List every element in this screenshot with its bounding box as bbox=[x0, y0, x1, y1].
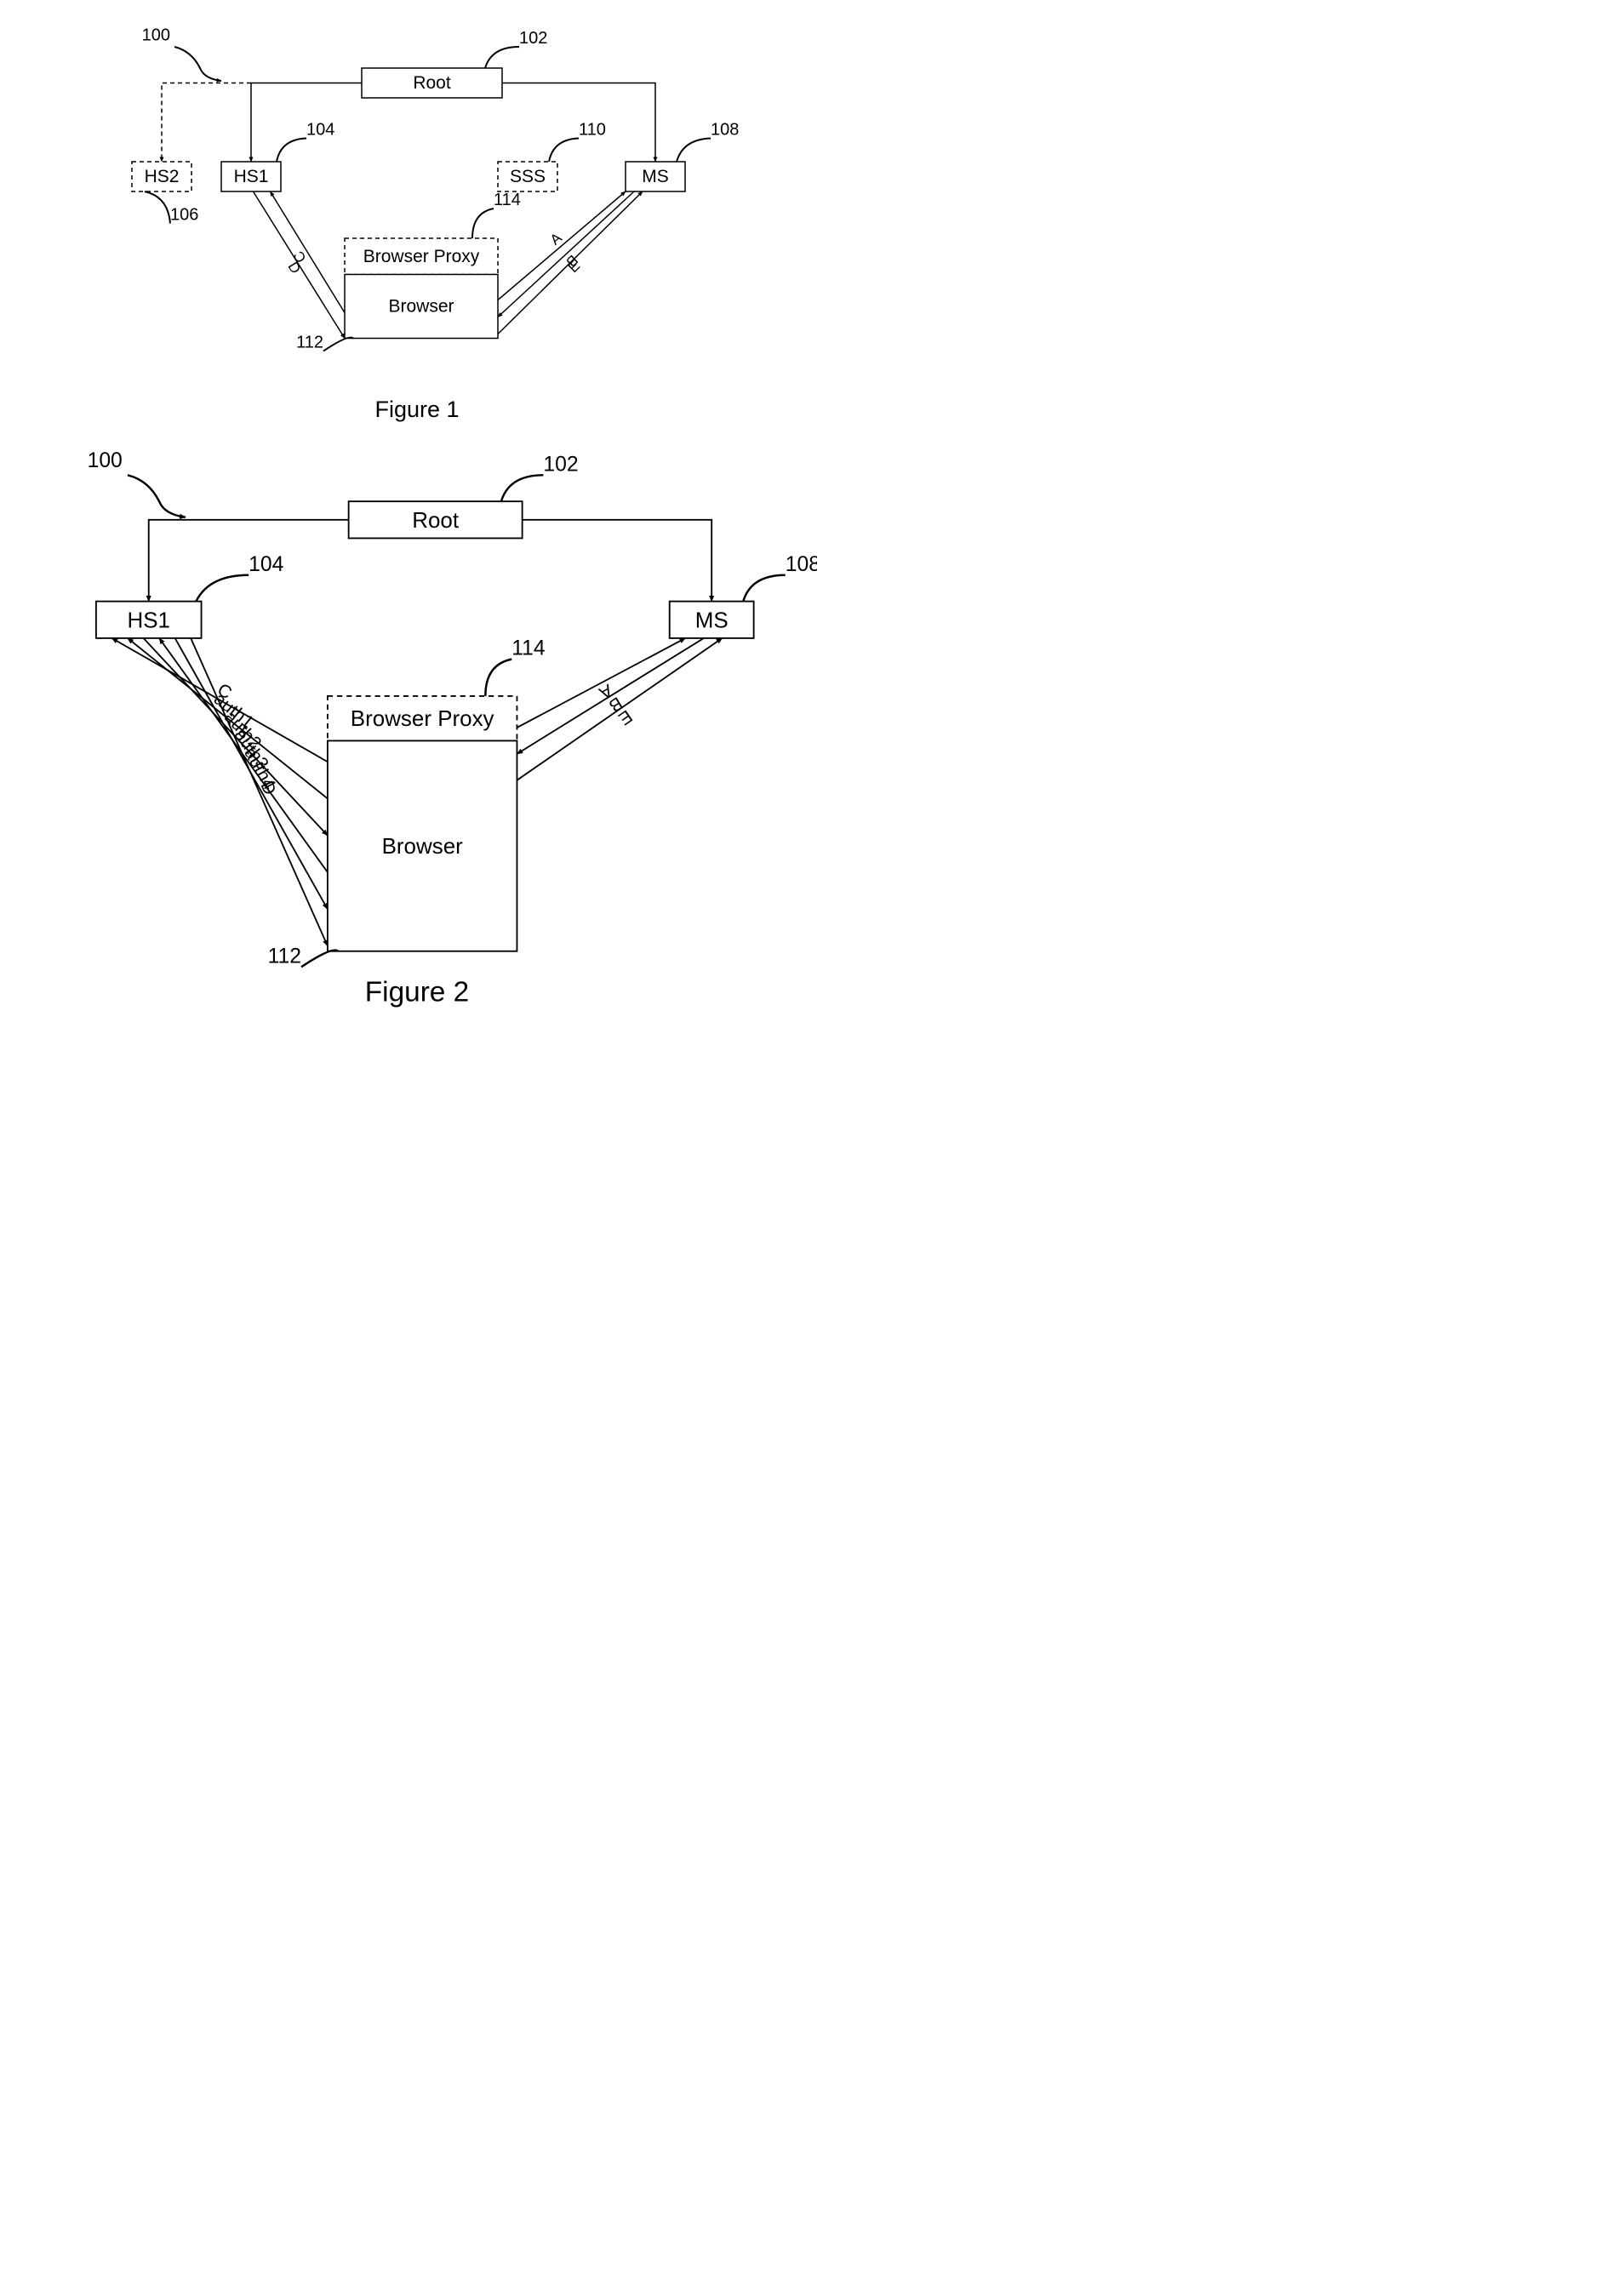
ref-arrow bbox=[174, 47, 221, 81]
ref-arrow-label: 100 bbox=[88, 449, 123, 472]
svg-text:114: 114 bbox=[511, 637, 546, 660]
svg-text:108: 108 bbox=[711, 121, 739, 140]
svg-text:110: 110 bbox=[579, 121, 606, 140]
fig1-sss-label: SSS bbox=[510, 167, 546, 186]
fig2-proxy-label: Browser Proxy bbox=[351, 705, 494, 731]
fig1-proxy-label: Browser Proxy bbox=[363, 247, 480, 266]
svg-text:112: 112 bbox=[268, 945, 301, 968]
svg-text:104: 104 bbox=[249, 553, 283, 576]
fig1-hs2-label: HS2 bbox=[145, 167, 180, 186]
figure-2-title: Figure 2 bbox=[365, 976, 469, 1008]
svg-text:108: 108 bbox=[786, 553, 817, 576]
ref-arrow-label: 100 bbox=[142, 26, 170, 45]
fig2-root-label: Root bbox=[412, 507, 460, 533]
svg-text:102: 102 bbox=[519, 29, 547, 48]
fig1-hs1-label: HS1 bbox=[234, 167, 269, 186]
fig1-root-label: Root bbox=[413, 73, 451, 93]
fig2-ms-label: MS bbox=[695, 607, 729, 632]
fig1-ms-label: MS bbox=[642, 167, 669, 186]
figure-1: RootHS1HS2SSSMSBrowser ProxyBrowserCDABE… bbox=[17, 17, 817, 434]
fig1-browser-label: Browser bbox=[388, 297, 454, 317]
svg-text:112: 112 bbox=[296, 334, 323, 352]
svg-text:104: 104 bbox=[306, 121, 334, 140]
figure-1-title: Figure 1 bbox=[374, 397, 459, 422]
ref-arrow bbox=[128, 475, 186, 517]
svg-text:106: 106 bbox=[170, 206, 198, 225]
fig2-hs1-label: HS1 bbox=[127, 607, 170, 632]
svg-text:114: 114 bbox=[494, 191, 521, 209]
figure-2: RootHS1MSBrowser ProxyBrowserCauth1auth2… bbox=[17, 438, 817, 1017]
svg-text:102: 102 bbox=[543, 453, 578, 476]
fig2-browser-label: Browser bbox=[382, 833, 464, 859]
